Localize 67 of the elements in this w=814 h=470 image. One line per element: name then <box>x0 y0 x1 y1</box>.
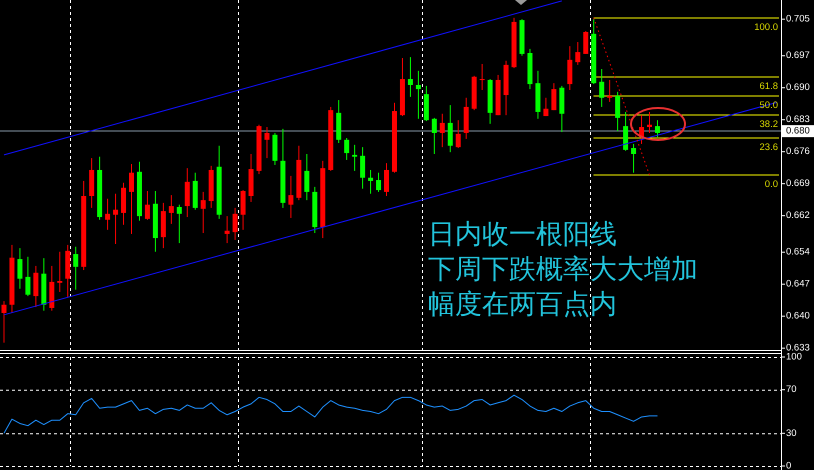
y-tick-label: 0.669 <box>786 178 810 190</box>
candlestick <box>631 143 636 174</box>
candlestick <box>264 126 270 159</box>
candlestick <box>575 42 580 66</box>
candlestick <box>368 169 374 194</box>
candlestick <box>480 63 485 91</box>
candlestick <box>200 191 206 234</box>
candlestick <box>33 265 38 308</box>
candlestick <box>416 70 421 120</box>
annotation: 日内收一根阳线 <box>428 219 617 249</box>
candlestick <box>168 194 174 224</box>
candlestick <box>128 164 134 234</box>
y-tick-label: 30 <box>786 428 797 439</box>
y-tick-label: 0.633 <box>786 342 810 354</box>
y-tick-label: 0.640 <box>786 310 810 322</box>
candlestick <box>240 190 246 230</box>
candlestick <box>176 204 182 244</box>
line-series <box>3 394 658 434</box>
candlestick <box>615 91 620 132</box>
candlestick <box>17 248 22 290</box>
y-tick-label: 0 <box>786 460 792 470</box>
y-tick-label: 0.647 <box>786 278 810 290</box>
candlestick <box>647 111 652 134</box>
candlestick <box>599 68 604 108</box>
y-tick-label: 0.690 <box>786 82 810 94</box>
candlestick <box>543 97 548 117</box>
candlestick <box>432 117 437 154</box>
candlestick <box>623 111 628 152</box>
annotation: 23.6 <box>760 142 778 153</box>
candlestick <box>408 56 413 98</box>
ref-line-label: 0.680 <box>786 126 810 137</box>
candlestick <box>360 146 366 190</box>
candlestick <box>105 198 110 230</box>
candlestick <box>344 137 350 160</box>
annotation: 幅度在两百点内 <box>428 289 617 319</box>
y-tick-label: 100 <box>786 352 802 362</box>
candlestick <box>376 172 382 192</box>
candlestick <box>1 300 6 344</box>
y-tick-label: 0.705 <box>786 14 810 25</box>
candlestick <box>144 190 150 220</box>
candlestick <box>607 79 612 102</box>
annotation: 下周下跌概率大大增加 <box>428 254 698 284</box>
candlestick <box>583 30 588 54</box>
annotation: 61.8 <box>760 80 778 92</box>
y-tick-label: 0.654 <box>786 246 810 258</box>
candlestick <box>456 120 461 149</box>
candlestick <box>654 120 660 138</box>
candlestick <box>304 153 310 201</box>
candlestick <box>384 162 390 197</box>
candlestick <box>448 104 453 153</box>
candlestick <box>25 256 30 297</box>
candlestick <box>288 175 294 218</box>
y-tick-label: 0.697 <box>786 50 810 62</box>
y-tick-label: 0.676 <box>786 146 810 158</box>
y-tick-label: 0.683 <box>786 114 810 126</box>
candlestick <box>551 82 556 111</box>
annotation: 38.2 <box>760 119 778 130</box>
y-tick-label: 0.662 <box>786 210 810 222</box>
candlestick <box>224 216 230 244</box>
candlestick <box>73 246 78 290</box>
annotation: 0.0 <box>764 179 778 190</box>
candlestick <box>113 193 118 244</box>
candlestick <box>232 207 238 240</box>
candlestick <box>440 113 445 148</box>
candlestick <box>57 251 62 292</box>
y-tick-label: 70 <box>786 384 797 396</box>
annotation: 100.0 <box>754 22 778 33</box>
